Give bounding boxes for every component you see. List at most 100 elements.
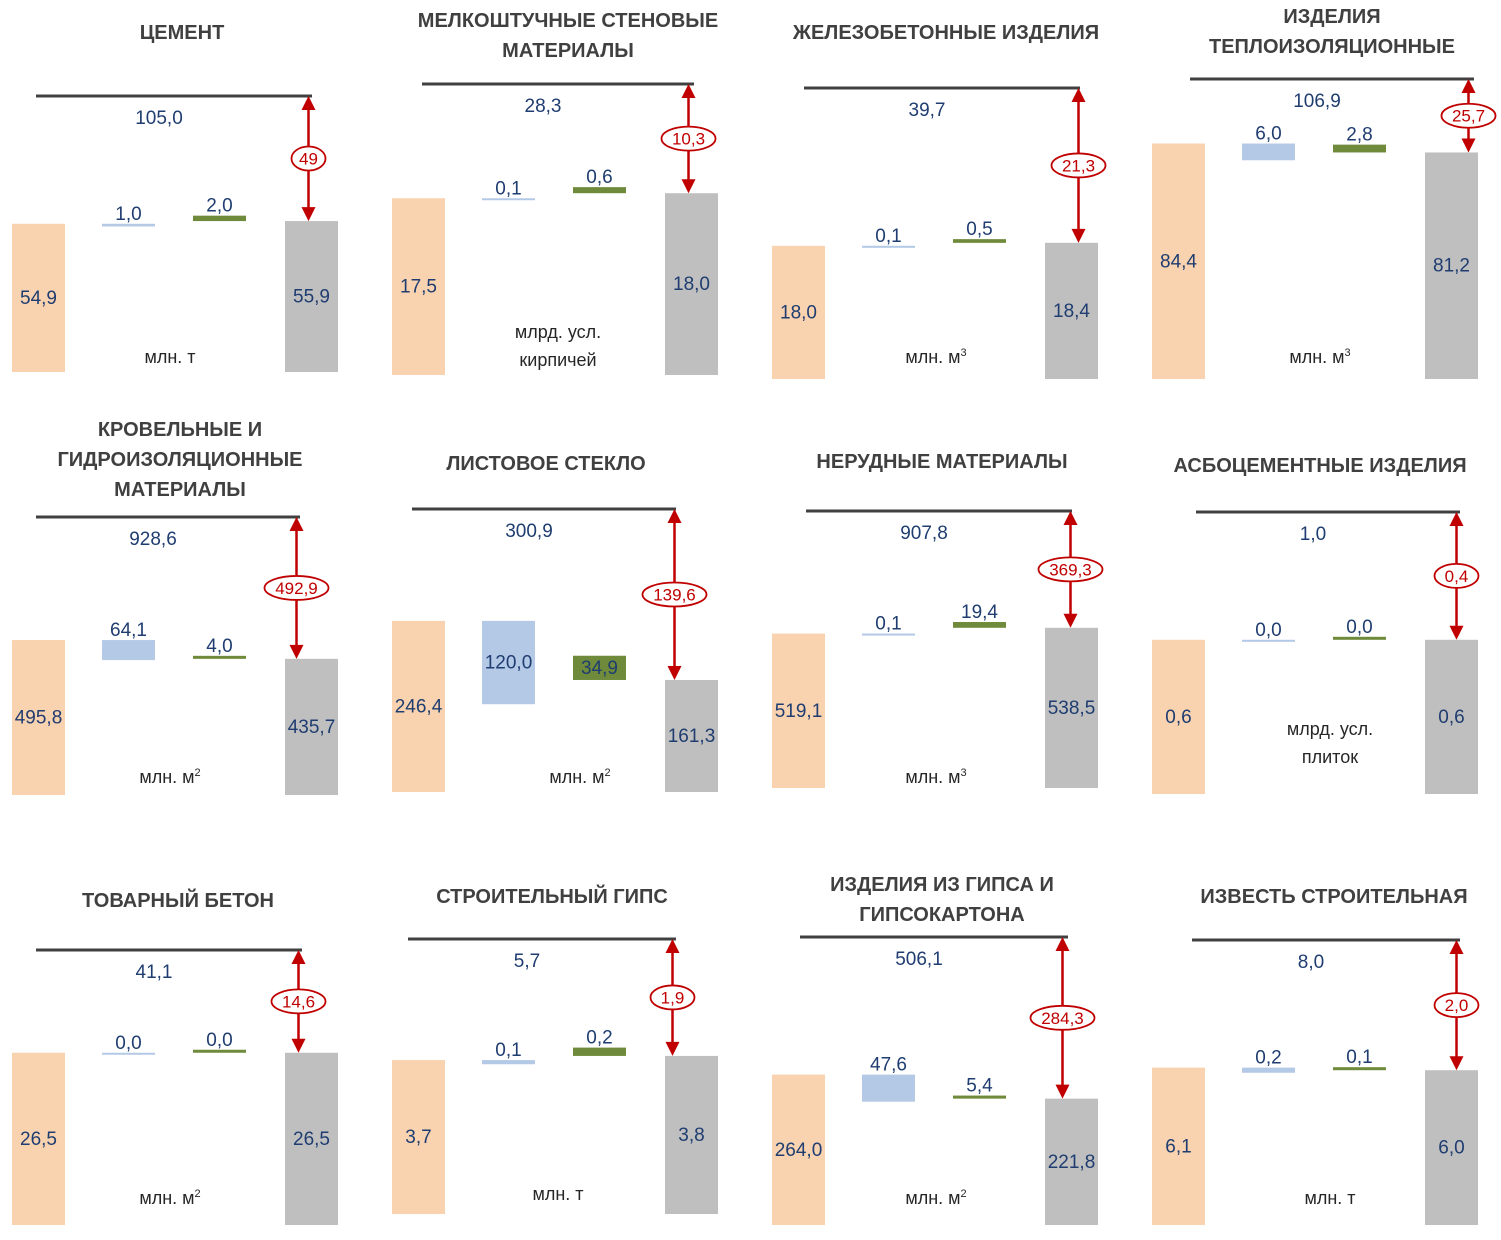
label-export: 34,9 <box>581 658 618 679</box>
label-gap: 10,3 <box>672 130 705 149</box>
gap-arrow-head-down <box>1449 1056 1464 1071</box>
unit-label: млн. м3 <box>856 763 1016 791</box>
label-produced: 17,5 <box>400 277 437 298</box>
label-export: 2,0 <box>206 196 232 217</box>
unit-superscript: 2 <box>194 1188 201 1200</box>
chart-title-line: ЦЕМЕНТ <box>139 22 225 44</box>
bar-import <box>862 1074 915 1102</box>
gap-ellipse <box>290 145 327 172</box>
label-gap: 21,3 <box>1062 156 1095 175</box>
label-produced: 84,4 <box>1160 251 1197 272</box>
chart-title-line: МАТЕРИАЛЫ <box>114 479 246 501</box>
label-produced: 495,8 <box>15 708 63 729</box>
unit-label: млн. м2 <box>500 763 660 791</box>
chart-title-line: НЕРУДНЫЕ МАТЕРИАЛЫ <box>816 451 1068 473</box>
label-produced: 26,5 <box>20 1129 57 1150</box>
label-gap: 369,3 <box>1049 560 1092 579</box>
chart-panel: ИЗВЕСТЬ СТРОИТЕЛЬНАЯ 6,1 6,0 0,2 0,1 8,0 2,0 мл… <box>1140 830 1501 1240</box>
gap-ellipse <box>1037 556 1104 583</box>
gap-ellipse <box>263 575 330 601</box>
label-export: 2,8 <box>1346 125 1372 146</box>
chart-title-line: МАТЕРИАЛЫ <box>502 40 634 62</box>
chart-title-line: ИЗДЕЛИЯ <box>1283 6 1381 28</box>
unit-superscript: 3 <box>1344 347 1351 359</box>
chart-title-line: КРОВЕЛЬНЫЕ И <box>97 419 263 441</box>
label-gap: 1,9 <box>661 988 685 1007</box>
chart-panel: АСБОЦЕМЕНТНЫЕ ИЗДЕЛИЯ 0,6 0,6 0,0 0,0 1,0 0,4 м… <box>1140 415 1501 825</box>
gap-arrow-head-up <box>1055 937 1070 951</box>
unit-line: млн. м2 <box>90 763 250 791</box>
gap-arrow-head-up <box>667 509 682 523</box>
gap-arrow-head-up <box>1449 940 1464 954</box>
chart-title-line: СТРОИТЕЛЬНЫЙ ГИПС <box>436 886 668 908</box>
chart-panel: ИЗДЕЛИЯ ТЕПЛОИЗОЛЯЦИОННЫЕ 84,4 81,2 6,0 2,8 10… <box>1140 0 1501 410</box>
bar-consumption <box>1425 1070 1478 1225</box>
chart-title: ИЗДЕЛИЯ ИЗ ГИПСА И ГИПСОКАРТОНА <box>762 870 1122 930</box>
label-produced: 18,0 <box>780 302 817 323</box>
gap-arrow-head-up <box>291 950 306 964</box>
gap-arrow-head-up <box>1071 88 1086 102</box>
unit-line: кирпичей <box>478 346 638 374</box>
unit-label: млн. м3 <box>856 343 1016 371</box>
label-consumption: 81,2 <box>1433 256 1470 277</box>
gap-ellipse <box>660 125 717 152</box>
gap-arrow-head-down <box>1055 1084 1070 1099</box>
label-import: 6,0 <box>1255 124 1281 145</box>
label-export: 0,1 <box>1346 1047 1372 1068</box>
label-import: 0,1 <box>875 226 901 247</box>
bar-produced <box>772 633 825 788</box>
gap-arrow-head-down <box>1063 613 1078 628</box>
gap-ellipse <box>1440 102 1497 129</box>
label-capacity: 106,9 <box>1293 91 1341 112</box>
label-import: 0,1 <box>875 614 901 635</box>
chart-plot: 18,0 18,4 0,1 0,5 39,7 21,3 <box>772 86 1107 379</box>
gap-ellipse <box>641 581 708 608</box>
bar-import <box>1242 639 1295 642</box>
gap-ellipse <box>1029 1004 1096 1031</box>
label-export: 0,6 <box>586 167 612 188</box>
bar-export <box>573 655 626 680</box>
bar-import <box>482 1060 535 1065</box>
bar-export <box>573 1047 626 1056</box>
unit-line: млрд. усл. <box>478 318 638 346</box>
label-export: 4,0 <box>206 636 232 657</box>
label-import: 47,6 <box>870 1055 907 1076</box>
chart-plot: 3,7 3,8 0,1 0,2 5,7 1,9 <box>392 937 718 1214</box>
chart-title: АСБОЦЕМЕНТНЫЕ ИЗДЕЛИЯ <box>1140 451 1500 481</box>
label-capacity: 928,6 <box>129 529 177 550</box>
chart-title-line: ЖЕЛЕЗОБЕТОННЫЕ ИЗДЕЛИЯ <box>792 22 1100 44</box>
label-gap: 25,7 <box>1452 107 1485 126</box>
gap-arrow-head-up <box>301 96 316 110</box>
label-gap: 284,3 <box>1041 1009 1084 1028</box>
chart-title: НЕРУДНЫЕ МАТЕРИАЛЫ <box>762 447 1122 477</box>
chart-title: ЛИСТОВОЕ СТЕКЛО <box>366 449 726 479</box>
bar-import <box>1242 1067 1295 1073</box>
unit-label: млн. т <box>478 1180 638 1208</box>
unit-label: млрд. усл. кирпичей <box>478 318 638 374</box>
unit-line: млн. м2 <box>500 763 660 791</box>
chart-title: ЖЕЛЕЗОБЕТОННЫЕ ИЗДЕЛИЯ <box>766 18 1126 48</box>
label-gap: 492,9 <box>275 579 318 598</box>
label-consumption: 26,5 <box>293 1129 330 1150</box>
bar-produced <box>392 1060 445 1214</box>
bar-import <box>102 640 155 661</box>
label-import: 0,0 <box>1255 620 1281 641</box>
label-import: 0,0 <box>115 1033 141 1054</box>
label-consumption: 435,7 <box>288 717 336 738</box>
gap-ellipse <box>1433 562 1480 589</box>
label-capacity: 8,0 <box>1298 952 1324 973</box>
label-consumption: 6,0 <box>1438 1138 1464 1159</box>
unit-superscript: 2 <box>960 1188 967 1200</box>
label-import: 0,2 <box>1255 1048 1281 1069</box>
label-export: 0,2 <box>586 1028 612 1049</box>
unit-superscript: 2 <box>604 767 611 779</box>
bar-produced <box>392 620 445 792</box>
unit-text: млн. т <box>144 347 196 367</box>
unit-label: млн. м2 <box>856 1184 1016 1212</box>
gap-ellipse <box>1433 992 1480 1019</box>
bar-import <box>102 223 155 227</box>
chart-panel: ЛИСТОВОЕ СТЕКЛО 246,4 161,3 120,0 34,9 300,9 1… <box>380 415 750 825</box>
label-produced: 246,4 <box>395 696 443 717</box>
bar-export <box>1333 144 1386 153</box>
